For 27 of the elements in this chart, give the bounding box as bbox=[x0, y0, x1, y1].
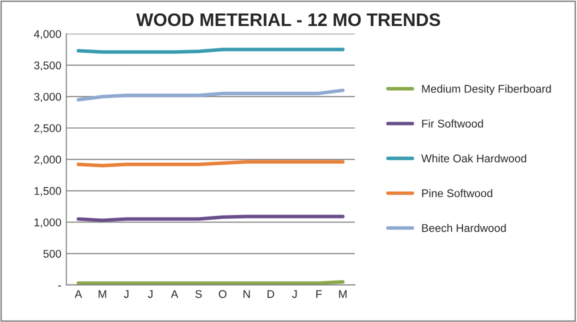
legend-label: Pine Softwood bbox=[422, 189, 492, 198]
y-tick-label: 3,000 bbox=[34, 92, 62, 102]
y-tick-label: 2,000 bbox=[34, 156, 62, 165]
x-tick-label: D bbox=[268, 290, 274, 298]
legend-label: White Oak Hardwood bbox=[421, 154, 526, 162]
x-tick-label: J bbox=[124, 290, 128, 298]
legend-label: Beech Hardwood bbox=[422, 224, 506, 232]
y-tick-label: 3,500 bbox=[34, 61, 62, 71]
y-tick-label: 500 bbox=[43, 250, 62, 258]
line-series bbox=[76, 88, 345, 102]
x-tick-label: S bbox=[195, 290, 202, 298]
x-tick-label: A bbox=[170, 290, 178, 298]
y-tick-label: 2,500 bbox=[34, 124, 62, 134]
x-tick-label: O bbox=[218, 290, 226, 298]
x-tick-label: F bbox=[316, 290, 322, 298]
x-tick-label: M bbox=[98, 290, 106, 298]
legend-label: Fir Softwood bbox=[422, 119, 483, 128]
x-tick-label: J bbox=[292, 290, 297, 298]
chart-title: WOOD METERIAL - 12 MO TRENDS bbox=[136, 13, 440, 26]
x-tick-label: A bbox=[74, 290, 82, 298]
y-tick-label: 1,000 bbox=[34, 218, 62, 228]
y-tick-label: 1,500 bbox=[34, 187, 62, 196]
x-tick-label: M bbox=[339, 290, 347, 298]
legend-label: Medium Desity Fiberboard bbox=[422, 84, 551, 95]
x-tick-label: J bbox=[148, 290, 152, 298]
x-tick-label: N bbox=[244, 290, 250, 298]
y-tick-label: 4,000 bbox=[34, 30, 62, 40]
